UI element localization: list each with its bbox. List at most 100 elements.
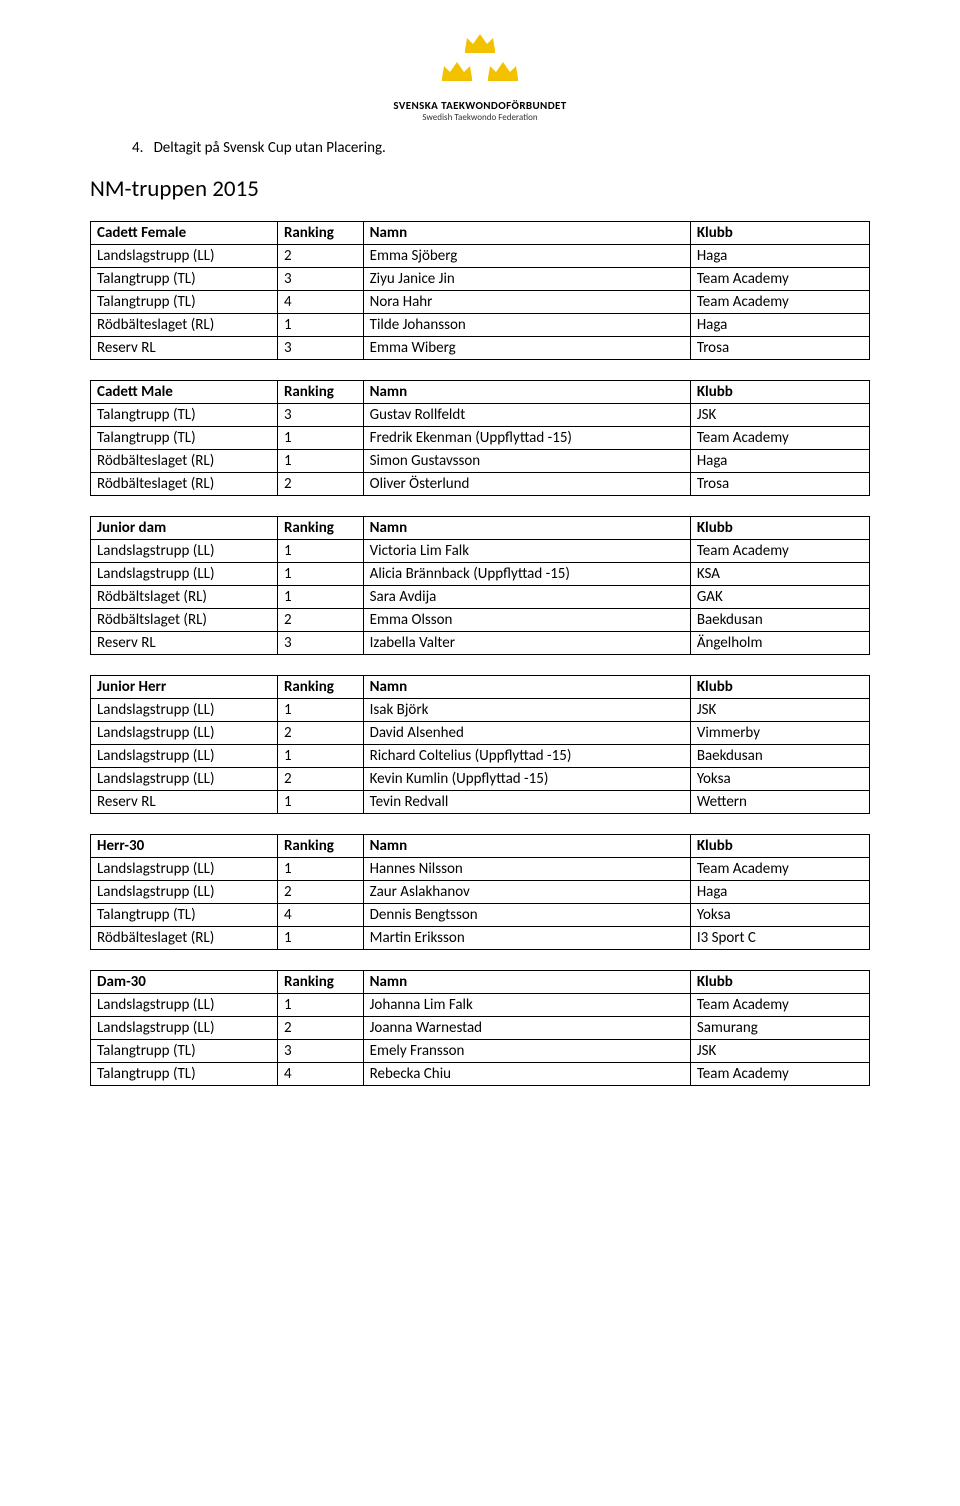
table-cell: JSK: [690, 1040, 869, 1063]
table-header-cell: Ranking: [277, 381, 363, 404]
table-header-row: Dam-30RankingNamnKlubb: [91, 971, 870, 994]
data-table: Junior damRankingNamnKlubbLandslagstrupp…: [90, 516, 870, 655]
table-cell: Rödbälteslaget (RL): [91, 314, 278, 337]
table-cell: Landslagstrupp (LL): [91, 540, 278, 563]
table-cell: Victoria Lim Falk: [363, 540, 690, 563]
table-header-row: Herr-30RankingNamnKlubb: [91, 835, 870, 858]
table-cell: Rödbälteslaget (RL): [91, 450, 278, 473]
table-cell: Reserv RL: [91, 632, 278, 655]
table-row: Landslagstrupp (LL)1Hannes NilssonTeam A…: [91, 858, 870, 881]
table-header-cell: Klubb: [690, 222, 869, 245]
table-cell: Joanna Warnestad: [363, 1017, 690, 1040]
table-cell: Emma Sjöberg: [363, 245, 690, 268]
table-cell: 2: [277, 722, 363, 745]
table-cell: Haga: [690, 245, 869, 268]
table-row: Landslagstrupp (LL)1Alicia Brännback (Up…: [91, 563, 870, 586]
logo-title: SVENSKA TAEKWONDOFÖRBUNDET: [90, 99, 870, 112]
data-table: Junior HerrRankingNamnKlubbLandslagstrup…: [90, 675, 870, 814]
crown-icon: [440, 58, 474, 82]
table-cell: Rödbältslaget (RL): [91, 586, 278, 609]
table-cell: 2: [277, 609, 363, 632]
table-row: Talangtrupp (TL)3Gustav RollfeldtJSK: [91, 404, 870, 427]
list-item-text: Deltagit på Svensk Cup utan Placering.: [154, 139, 386, 157]
data-table: Cadett MaleRankingNamnKlubbTalangtrupp (…: [90, 380, 870, 496]
table-cell: Zaur Aslakhanov: [363, 881, 690, 904]
table-row: Reserv RL3Emma WibergTrosa: [91, 337, 870, 360]
table-header-cell: Namn: [363, 222, 690, 245]
table-cell: Yoksa: [690, 768, 869, 791]
table-cell: Talangtrupp (TL): [91, 427, 278, 450]
table-cell: Team Academy: [690, 291, 869, 314]
table-cell: David Alsenhed: [363, 722, 690, 745]
data-table: Dam-30RankingNamnKlubbLandslagstrupp (LL…: [90, 970, 870, 1086]
table-cell: Talangtrupp (TL): [91, 291, 278, 314]
data-table: Cadett FemaleRankingNamnKlubbLandslagstr…: [90, 221, 870, 360]
table-cell: Talangtrupp (TL): [91, 1063, 278, 1086]
table-cell: Oliver Österlund: [363, 473, 690, 496]
table-row: Talangtrupp (TL)3Emely FranssonJSK: [91, 1040, 870, 1063]
table-header-cell: Ranking: [277, 676, 363, 699]
table-header-cell: Ranking: [277, 517, 363, 540]
table-row: Rödbälteslaget (RL)1Simon GustavssonHaga: [91, 450, 870, 473]
table-cell: Talangtrupp (TL): [91, 404, 278, 427]
table-cell: Reserv RL: [91, 791, 278, 814]
table-cell: Baekdusan: [690, 745, 869, 768]
data-table: Herr-30RankingNamnKlubbLandslagstrupp (L…: [90, 834, 870, 950]
table-cell: Wettern: [690, 791, 869, 814]
table-cell: Landslagstrupp (LL): [91, 745, 278, 768]
table-header-cell: Dam-30: [91, 971, 278, 994]
table-header-cell: Klubb: [690, 517, 869, 540]
table-row: Landslagstrupp (LL)2Emma SjöbergHaga: [91, 245, 870, 268]
table-cell: I3 Sport C: [690, 927, 869, 950]
table-cell: Landslagstrupp (LL): [91, 563, 278, 586]
table-cell: Dennis Bengtsson: [363, 904, 690, 927]
table-cell: Rebecka Chiu: [363, 1063, 690, 1086]
table-cell: Emma Olsson: [363, 609, 690, 632]
table-cell: Emma Wiberg: [363, 337, 690, 360]
table-cell: Talangtrupp (TL): [91, 1040, 278, 1063]
table-row: Talangtrupp (TL)1Fredrik Ekenman (Uppfly…: [91, 427, 870, 450]
table-cell: 1: [277, 540, 363, 563]
table-cell: Landslagstrupp (LL): [91, 1017, 278, 1040]
table-cell: Johanna Lim Falk: [363, 994, 690, 1017]
table-cell: Talangtrupp (TL): [91, 904, 278, 927]
table-cell: 4: [277, 1063, 363, 1086]
crown-icon: [463, 30, 497, 54]
table-cell: 1: [277, 858, 363, 881]
table-cell: 1: [277, 314, 363, 337]
numbered-list-item: 4. Deltagit på Svensk Cup utan Placering…: [132, 139, 870, 157]
table-row: Talangtrupp (TL)4Dennis BengtssonYoksa: [91, 904, 870, 927]
table-cell: Rödbältslaget (RL): [91, 609, 278, 632]
table-row: Landslagstrupp (LL)2David AlsenhedVimmer…: [91, 722, 870, 745]
table-cell: JSK: [690, 699, 869, 722]
table-header-cell: Ranking: [277, 835, 363, 858]
table-cell: Yoksa: [690, 904, 869, 927]
table-header-cell: Ranking: [277, 222, 363, 245]
table-cell: 1: [277, 791, 363, 814]
logo-crowns: [430, 30, 530, 90]
table-header-cell: Klubb: [690, 381, 869, 404]
table-cell: Richard Coltelius (Uppflyttad -15): [363, 745, 690, 768]
table-cell: 4: [277, 904, 363, 927]
table-cell: Trosa: [690, 337, 869, 360]
table-header-cell: Namn: [363, 381, 690, 404]
table-cell: 1: [277, 563, 363, 586]
table-cell: 3: [277, 1040, 363, 1063]
table-cell: Kevin Kumlin (Uppflyttad -15): [363, 768, 690, 791]
table-cell: Reserv RL: [91, 337, 278, 360]
table-header-row: Junior damRankingNamnKlubb: [91, 517, 870, 540]
table-cell: 1: [277, 427, 363, 450]
table-cell: Emely Fransson: [363, 1040, 690, 1063]
table-cell: Martin Eriksson: [363, 927, 690, 950]
crown-icon: [486, 58, 520, 82]
table-row: Rödbältslaget (RL)1Sara AvdijaGAK: [91, 586, 870, 609]
table-cell: Tevin Redvall: [363, 791, 690, 814]
table-cell: Vimmerby: [690, 722, 869, 745]
table-row: Landslagstrupp (LL)1Johanna Lim FalkTeam…: [91, 994, 870, 1017]
table-row: Reserv RL1Tevin RedvallWettern: [91, 791, 870, 814]
table-header-row: Cadett FemaleRankingNamnKlubb: [91, 222, 870, 245]
table-header-cell: Namn: [363, 517, 690, 540]
table-header-cell: Namn: [363, 676, 690, 699]
table-cell: 1: [277, 927, 363, 950]
table-row: Landslagstrupp (LL)1Isak BjörkJSK: [91, 699, 870, 722]
